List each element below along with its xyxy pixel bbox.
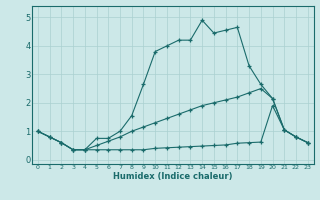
X-axis label: Humidex (Indice chaleur): Humidex (Indice chaleur) (113, 172, 233, 181)
